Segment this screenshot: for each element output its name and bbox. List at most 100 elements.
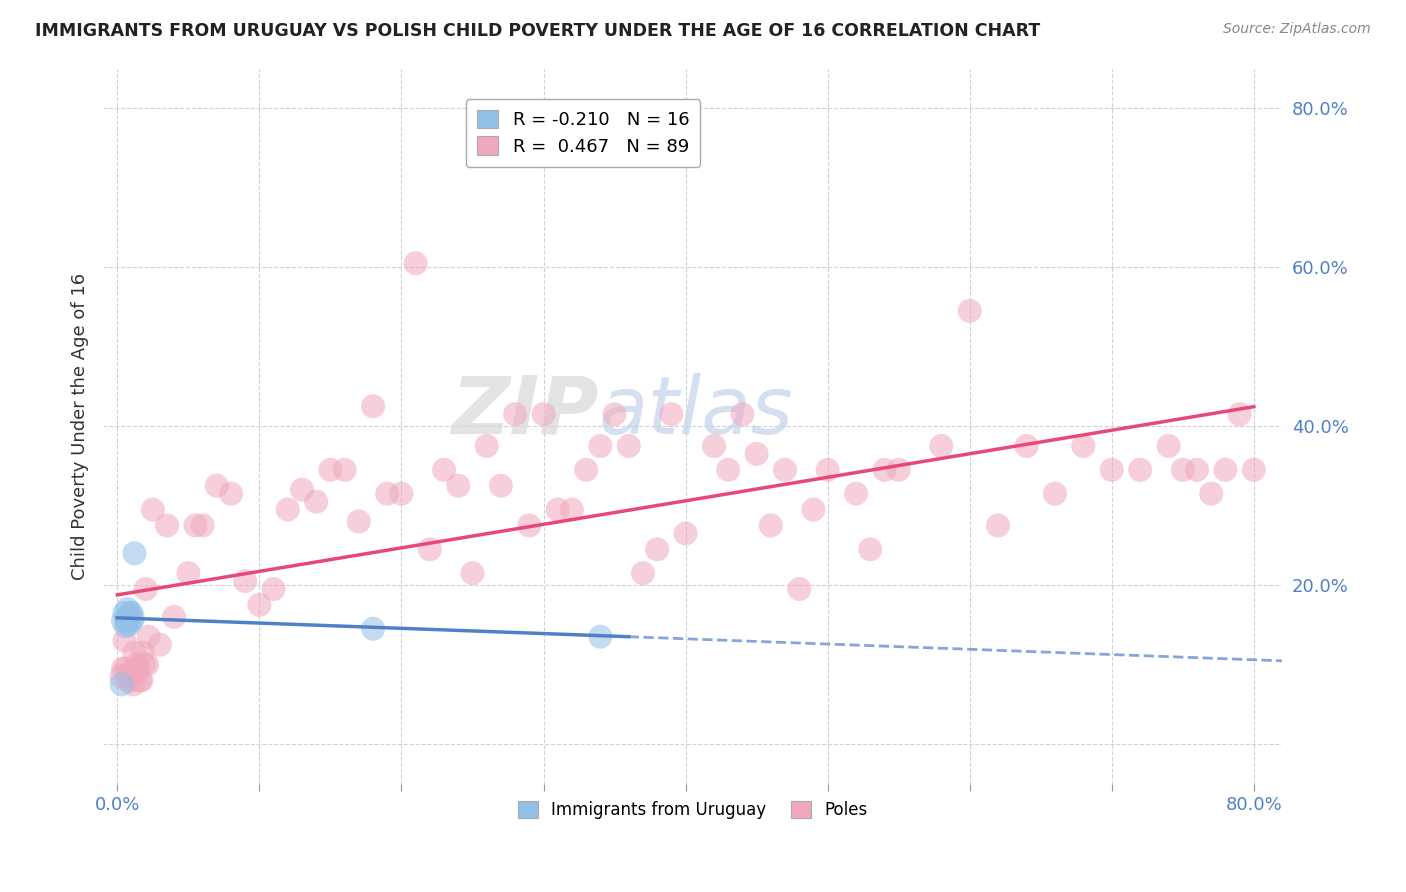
Text: IMMIGRANTS FROM URUGUAY VS POLISH CHILD POVERTY UNDER THE AGE OF 16 CORRELATION : IMMIGRANTS FROM URUGUAY VS POLISH CHILD …	[35, 22, 1040, 40]
Point	[1215, 463, 1237, 477]
Text: Source: ZipAtlas.com: Source: ZipAtlas.com	[1223, 22, 1371, 37]
Point	[134, 657, 156, 672]
Point	[233, 574, 256, 588]
Point	[803, 502, 825, 516]
Point	[333, 463, 356, 477]
Point	[873, 463, 896, 477]
Point	[136, 657, 159, 672]
Point	[121, 614, 143, 628]
Point	[219, 486, 242, 500]
Point	[117, 602, 139, 616]
Text: ZIP: ZIP	[451, 373, 599, 450]
Point	[118, 617, 141, 632]
Point	[929, 439, 952, 453]
Point	[191, 518, 214, 533]
Point	[631, 566, 654, 581]
Point	[361, 622, 384, 636]
Point	[120, 665, 142, 680]
Point	[110, 669, 132, 683]
Point	[1101, 463, 1123, 477]
Point	[661, 407, 683, 421]
Point	[149, 638, 172, 652]
Point	[603, 407, 626, 421]
Point	[489, 479, 512, 493]
Point	[115, 661, 138, 675]
Point	[675, 526, 697, 541]
Point	[575, 463, 598, 477]
Point	[787, 582, 810, 596]
Point	[419, 542, 441, 557]
Legend: Immigrants from Uruguay, Poles: Immigrants from Uruguay, Poles	[510, 794, 875, 825]
Text: atlas: atlas	[599, 373, 793, 450]
Point	[375, 486, 398, 500]
Point	[142, 502, 165, 516]
Point	[163, 610, 186, 624]
Point	[115, 611, 138, 625]
Point	[121, 673, 143, 688]
Point	[361, 399, 384, 413]
Point	[845, 486, 868, 500]
Point	[589, 439, 612, 453]
Point	[110, 677, 132, 691]
Point	[1199, 486, 1222, 500]
Point	[129, 673, 152, 688]
Point	[731, 407, 754, 421]
Point	[121, 606, 143, 620]
Point	[1073, 439, 1095, 453]
Point	[987, 518, 1010, 533]
Point	[177, 566, 200, 581]
Point	[120, 606, 142, 620]
Point	[759, 518, 782, 533]
Point	[817, 463, 839, 477]
Point	[128, 661, 150, 675]
Point	[184, 518, 207, 533]
Point	[617, 439, 640, 453]
Point	[405, 256, 427, 270]
Point	[433, 463, 456, 477]
Point	[561, 502, 583, 516]
Point	[305, 494, 328, 508]
Point	[291, 483, 314, 497]
Point	[131, 673, 153, 688]
Point	[959, 304, 981, 318]
Point	[1185, 463, 1208, 477]
Point	[277, 502, 299, 516]
Point	[517, 518, 540, 533]
Point	[717, 463, 740, 477]
Point	[547, 502, 569, 516]
Point	[475, 439, 498, 453]
Point	[124, 546, 146, 560]
Point	[887, 463, 910, 477]
Point	[122, 611, 145, 625]
Point	[118, 669, 141, 683]
Point	[1015, 439, 1038, 453]
Point	[319, 463, 342, 477]
Point	[447, 479, 470, 493]
Point	[205, 479, 228, 493]
Point	[156, 518, 179, 533]
Point	[503, 407, 526, 421]
Y-axis label: Child Poverty Under the Age of 16: Child Poverty Under the Age of 16	[72, 273, 89, 580]
Point	[124, 646, 146, 660]
Point	[773, 463, 796, 477]
Point	[132, 646, 155, 660]
Point	[391, 486, 413, 500]
Point	[859, 542, 882, 557]
Point	[127, 665, 149, 680]
Point	[347, 515, 370, 529]
Point	[114, 606, 136, 620]
Point	[645, 542, 668, 557]
Point	[1043, 486, 1066, 500]
Point	[111, 661, 134, 675]
Point	[247, 598, 270, 612]
Point	[1229, 407, 1251, 421]
Point	[135, 582, 157, 596]
Point	[745, 447, 768, 461]
Point	[118, 610, 141, 624]
Point	[138, 630, 160, 644]
Point	[1243, 463, 1265, 477]
Point	[1157, 439, 1180, 453]
Point	[1171, 463, 1194, 477]
Point	[125, 657, 148, 672]
Point	[1129, 463, 1152, 477]
